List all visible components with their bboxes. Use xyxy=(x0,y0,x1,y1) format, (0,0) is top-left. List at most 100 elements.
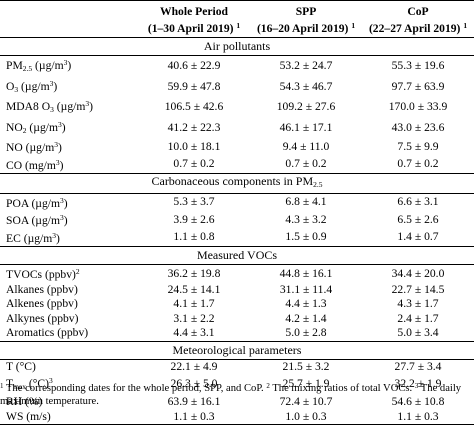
value-cop: 6.6 ± 3.1 xyxy=(397,195,439,208)
table-row: Alkenes (ppbv) 4.1 ± 1.7 4.4 ± 1.3 4.3 ± 1.… xyxy=(0,297,474,312)
value-cop: 1.4 ± 0.7 xyxy=(397,230,439,243)
value-cop: 5.0 ± 3.4 xyxy=(397,326,439,340)
value-spp: 6.8 ± 4.1 xyxy=(285,195,327,208)
value-cop: 27.7 ± 3.4 xyxy=(394,359,442,373)
header-title: CoP xyxy=(407,5,429,18)
footnote-text: The mixing ratios of total VOCs. xyxy=(269,383,415,394)
row-label: Alkenes (ppbv) xyxy=(6,297,78,311)
table-row: Aromatics (ppbv) 4.4 ± 3.1 5.0 ± 2.8 5.0 ± … xyxy=(0,326,474,341)
value-whole-period: 22.1 ± 4.9 xyxy=(170,359,218,373)
row-label: Alkanes (ppbv) xyxy=(6,282,78,296)
value-cop: 97.7 ± 63.9 xyxy=(391,79,445,93)
value-whole-period: 36.2 ± 19.8 xyxy=(167,266,221,280)
value-whole-period: 3.9 ± 2.6 xyxy=(173,212,215,226)
value-spp: 21.5 ± 3.2 xyxy=(282,359,330,373)
row-label: EC (µg/m3) xyxy=(6,230,60,245)
table-row: NO (µg/m3) 10.0 ± 18.1 9.4 ± 11.0 7.5 ± 9.9 xyxy=(0,138,474,156)
table-row: WS (m/s) 1.1 ± 0.3 1.0 ± 0.3 1.1 ± 0.3 xyxy=(0,409,474,425)
value-spp: 0.7 ± 0.2 xyxy=(285,157,327,170)
value-spp: 109.2 ± 27.6 xyxy=(276,100,336,113)
section-title: Meteorological parameters xyxy=(0,340,474,360)
table-row: POA (µg/m3) 5.3 ± 3.7 6.8 ± 4.1 6.6 ± 3.1 xyxy=(0,193,474,211)
table-row: PM2.5 (µg/m3) 40.6 ± 22.9 53.2 ± 24.7 55.3 … xyxy=(0,56,474,77)
value-spp: 72.4 ± 10.7 xyxy=(279,395,333,409)
value-whole-period: 24.5 ± 14.1 xyxy=(167,282,221,296)
value-cop: 0.7 ± 0.2 xyxy=(397,157,439,170)
value-cop: 34.4 ± 20.0 xyxy=(391,266,445,280)
table-row: Tmax (°C)3 26.3 ± 5.0 25.7 ± 1.9 32.2 ± 1.9 xyxy=(0,374,474,395)
footnote-marker: 2 xyxy=(266,382,270,390)
footnote-marker: 1 xyxy=(0,382,4,390)
row-label: RH (%) xyxy=(6,395,43,409)
value-spp: 25.7 ± 1.9 xyxy=(282,377,330,391)
footnote-marker: 3 xyxy=(414,382,419,390)
header-whole-period: Whole Period (1–30 April 2019) 1 xyxy=(138,0,250,38)
value-whole-period: 40.6 ± 22.9 xyxy=(167,59,221,72)
value-spp: 5.0 ± 2.8 xyxy=(285,326,327,340)
value-cop: 6.5 ± 2.6 xyxy=(397,212,439,226)
footnote-marker: 1 xyxy=(463,20,468,30)
row-label: O3 (µg/m3) xyxy=(6,78,58,94)
value-whole-period: 106.5 ± 42.6 xyxy=(164,100,224,113)
header-title: Whole Period xyxy=(160,5,228,18)
section-title: Measured VOCs xyxy=(0,246,474,265)
value-cop: 170.0 ± 33.9 xyxy=(388,100,448,113)
row-label: NO (µg/m3) xyxy=(6,140,62,154)
value-cop: 22.7 ± 14.5 xyxy=(391,282,445,296)
table-row: TVOCs (ppbv)2 36.2 ± 19.8 44.8 ± 16.1 34.4 … xyxy=(0,265,474,283)
header-subtitle: (16–20 April 2019) 1 xyxy=(256,20,356,35)
value-spp: 54.3 ± 46.7 xyxy=(279,79,333,93)
row-label: WS (m/s) xyxy=(0,409,138,425)
value-whole-period: 41.2 ± 22.3 xyxy=(167,120,221,134)
value-whole-period: 4.4 ± 3.1 xyxy=(173,326,215,340)
table-body: Air pollutants PM2.5 (µg/m3) 40.6 ± 22.9 53… xyxy=(0,37,474,425)
table-row: Alkanes (ppbv) 24.5 ± 14.1 31.1 ± 11.4 22.7… xyxy=(0,283,474,298)
value-spp: 4.2 ± 1.4 xyxy=(285,311,327,325)
footnote-text: The corresponding dates for the whole pe… xyxy=(3,383,267,394)
value-whole-period: 5.3 ± 3.7 xyxy=(173,195,215,208)
value-whole-period: 10.0 ± 18.1 xyxy=(167,139,221,153)
value-spp: 44.8 ± 16.1 xyxy=(279,266,333,280)
table-header: Whole Period (1–30 April 2019) 1 SPP (16… xyxy=(0,0,474,38)
value-spp: 53.2 ± 24.7 xyxy=(279,59,333,72)
footnote-text: The daily maximum temperature. xyxy=(0,383,462,407)
value-whole-period: 59.9 ± 47.8 xyxy=(167,79,221,93)
table-row: RH (%) 63.9 ± 16.1 72.4 ± 10.7 54.6 ± 10.8 xyxy=(0,395,474,410)
value-cop: 54.6 ± 10.8 xyxy=(391,395,445,409)
table-row: EC (µg/m3) 1.1 ± 0.8 1.5 ± 0.9 1.4 ± 0.7 xyxy=(0,229,474,247)
row-label: TVOCs (ppbv)2 xyxy=(6,267,80,281)
table-row: MDA8 O3 (µg/m3) 106.5 ± 42.6 109.2 ± 27.6 1… xyxy=(0,97,474,118)
value-spp: 1.0 ± 0.3 xyxy=(250,409,362,425)
table-row: SOA (µg/m3) 3.9 ± 2.6 4.3 ± 3.2 6.5 ± 2.6 xyxy=(0,211,474,229)
value-whole-period: 3.1 ± 2.2 xyxy=(173,311,215,325)
value-cop: 32.2 ± 1.9 xyxy=(394,377,442,391)
section-header-row: Carbonaceous components in PM2.5 xyxy=(0,173,474,194)
table-row: O3 (µg/m3) 59.9 ± 47.8 54.3 ± 46.7 97.7 ± 6… xyxy=(0,77,474,98)
row-label: Alkynes (ppbv) xyxy=(6,311,79,325)
value-whole-period: 63.9 ± 16.1 xyxy=(167,395,221,409)
section-header-row: Meteorological parameters xyxy=(0,340,474,360)
value-spp: 31.1 ± 11.4 xyxy=(279,282,333,296)
value-whole-period: 4.1 ± 1.7 xyxy=(173,297,215,311)
value-cop: 4.3 ± 1.7 xyxy=(397,297,439,311)
row-label: Tmax (°C)3 xyxy=(6,376,53,392)
row-label: MDA8 O3 (µg/m3) xyxy=(6,99,93,114)
header-subtitle: (1–30 April 2019) 1 xyxy=(147,20,241,35)
header-subtitle: (22–27 April 2019) 1 xyxy=(368,20,468,35)
value-spp: 4.3 ± 3.2 xyxy=(285,212,327,226)
header-cop: CoP (22–27 April 2019) 1 xyxy=(362,0,474,38)
table-footnote: 1 The corresponding dates for the whole … xyxy=(0,380,474,408)
value-spp: 4.4 ± 1.3 xyxy=(285,297,327,311)
section-header-row: Air pollutants xyxy=(0,37,474,56)
row-label: CO (mg/m3) xyxy=(6,157,64,172)
footnote-marker: 1 xyxy=(236,20,241,30)
table-row: CO (mg/m3) 0.7 ± 0.2 0.7 ± 0.2 0.7 ± 0.2 xyxy=(0,156,474,174)
row-label: T (°C) xyxy=(6,359,36,373)
table-row: NO2 (µg/m3) 41.2 ± 22.3 46.1 ± 17.1 43.0 ± … xyxy=(0,118,474,139)
header-title: SPP xyxy=(295,5,317,18)
section-title: Air pollutants xyxy=(0,37,474,56)
value-whole-period: 0.7 ± 0.2 xyxy=(173,157,215,170)
value-cop: 43.0 ± 23.6 xyxy=(391,120,445,134)
row-label: Aromatics (ppbv) xyxy=(6,326,89,340)
